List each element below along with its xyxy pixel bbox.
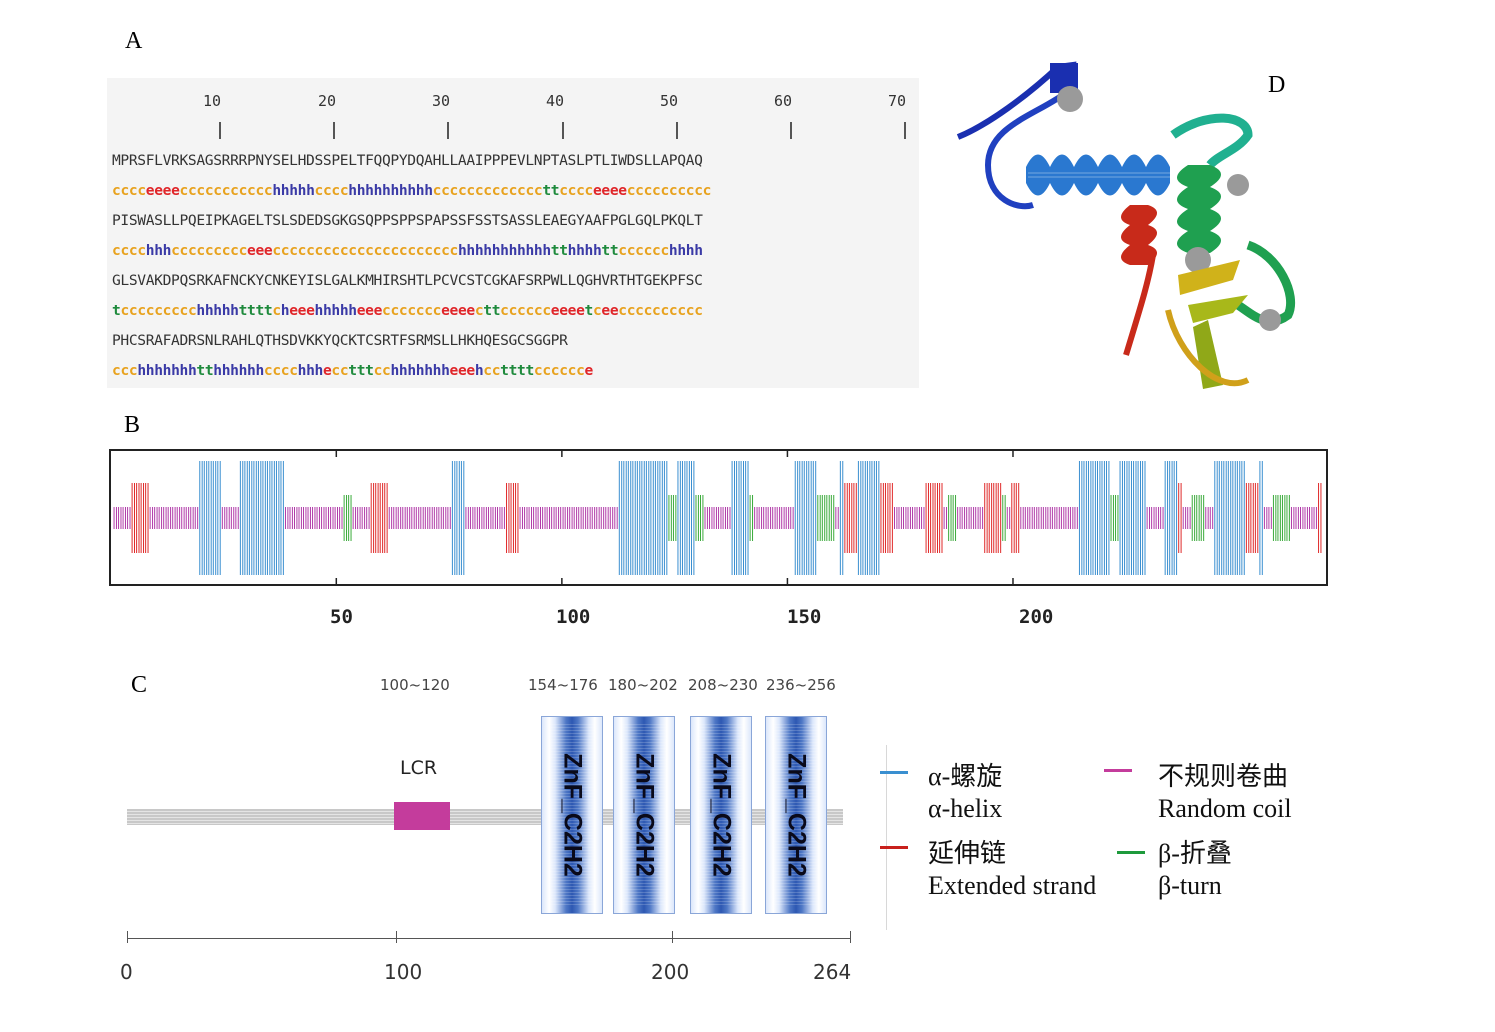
structure-row-2: cccchhhccccccccceeeccccccccccccccccccccc… [112, 242, 703, 259]
ruler-tick [333, 122, 335, 139]
lcr-region [394, 802, 450, 830]
structure-row-1: cccceeeeccccccccccchhhhhcccchhhhhhhhhhcc… [112, 182, 712, 199]
protein-3d-structure-image [956, 61, 1296, 389]
ruler-tick [904, 122, 906, 139]
ruler-tick [447, 122, 449, 139]
domain-axis-label: 200 [651, 960, 690, 984]
legend-turn-zh: β-折叠 [1158, 839, 1232, 868]
track-axis-label: 150 [787, 606, 822, 628]
legend-swatch-turn [1117, 851, 1145, 854]
ruler-tick [219, 122, 221, 139]
legend-swatch-extended [880, 846, 908, 849]
legend-helix-en: α-helix [928, 794, 1003, 823]
track-svg [113, 451, 1322, 584]
ruler-number: 20 [318, 92, 337, 110]
structure-row-4: ccchhhhhhhtthhhhhhcccchhhecctttcchhhhhhh… [112, 362, 593, 379]
track-axis-label: 200 [1019, 606, 1054, 628]
ruler-tick [562, 122, 564, 139]
legend-swatch-coil [1104, 769, 1132, 772]
domain-axis-tick [396, 931, 397, 943]
znf-domain: ZnF_C2H2 [541, 716, 603, 914]
sequence-row-3: GLSVAKDPQSRKAFNCKYCNKEYISLGALKMHIRSHTLPC… [112, 272, 703, 289]
legend-coil-zh: 不规则卷曲 [1158, 762, 1289, 791]
znf-domain-label: ZnF_C2H2 [707, 753, 736, 877]
domain-axis-tick [672, 931, 673, 943]
legend-divider [886, 745, 887, 930]
panel-label-a: A [125, 28, 143, 54]
sequence-row-2: PISWASLLPQEIPKAGELTSLSDEDSGKGSQPPSPPSPAP… [112, 212, 703, 229]
domain-axis-line [127, 938, 851, 939]
ruler-number: 50 [660, 92, 679, 110]
domain-range-label: 208~230 [688, 676, 758, 694]
legend-extended-zh: 延伸链 [928, 839, 1007, 868]
domain-axis-label: 264 [813, 960, 852, 984]
znf-domain: ZnF_C2H2 [690, 716, 752, 914]
domain-range-label: 154~176 [528, 676, 598, 694]
track-axis-label: 50 [330, 606, 353, 628]
domain-axis-tick [850, 931, 851, 943]
panel-label-b: B [124, 412, 141, 438]
domain-axis-label: 0 [120, 960, 133, 984]
znf-domain: ZnF_C2H2 [765, 716, 827, 914]
panel-label-d: D [1268, 72, 1286, 98]
domain-axis-label: 100 [384, 960, 423, 984]
znf-domain: ZnF_C2H2 [613, 716, 675, 914]
track-axis-label: 100 [556, 606, 591, 628]
legend-swatch-helix [880, 771, 908, 774]
sequence-panel: 10 20 30 40 50 60 70 MPRSFLVRKSAGSRRRPNY… [107, 78, 919, 388]
znf-domain-label: ZnF_C2H2 [782, 753, 811, 877]
domain-axis-tick [127, 931, 128, 943]
ruler-number: 70 [888, 92, 907, 110]
structure-row-3: tccccccccchhhhhttttcheeehhhhheeeccccccce… [112, 302, 703, 319]
domain-range-label: 236~256 [766, 676, 836, 694]
legend-helix-zh: α-螺旋 [928, 762, 1003, 791]
ruler-number: 40 [546, 92, 565, 110]
legend-turn-en: β-turn [1158, 871, 1222, 900]
ruler-tick [676, 122, 678, 139]
ruler-tick [790, 122, 792, 139]
ruler-number: 10 [203, 92, 222, 110]
sequence-row-4: PHCSRAFADRSNLRAHLQTHSDVKKYQCKTCSRTFSRMSL… [112, 332, 568, 349]
znf-domain-label: ZnF_C2H2 [630, 753, 659, 877]
znf-domain-label: ZnF_C2H2 [558, 753, 587, 877]
legend-extended-en: Extended strand [928, 871, 1097, 900]
domain-range-label: 180~202 [608, 676, 678, 694]
legend-coil-en: Random coil [1158, 794, 1292, 823]
ruler-number: 30 [432, 92, 451, 110]
secondary-structure-track [109, 449, 1328, 586]
sequence-row-1: MPRSFLVRKSAGSRRRPNYSELHDSSPELTFQQPYDQAHL… [112, 152, 703, 169]
lcr-label: LCR [400, 757, 438, 779]
ruler-number: 60 [774, 92, 793, 110]
panel-label-c: C [131, 672, 148, 698]
lcr-range-label: 100~120 [380, 676, 450, 694]
